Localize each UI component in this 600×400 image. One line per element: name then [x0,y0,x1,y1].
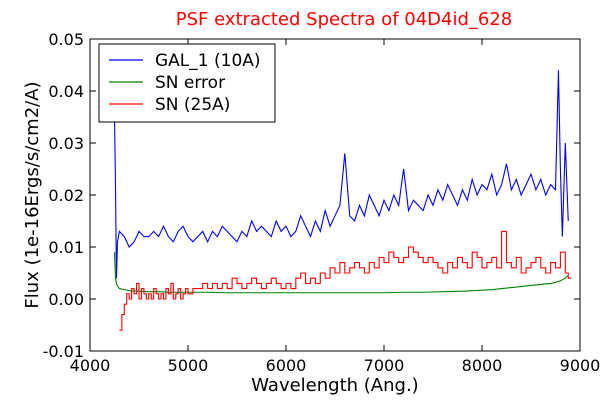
y-tick-label: 0.03 [48,134,84,153]
y-tick-label: 0.00 [48,290,84,309]
x-tick-label: 5000 [168,356,209,375]
x-tick-label: 6000 [266,356,307,375]
legend-label-2: SN (25A) [155,95,230,115]
x-tick-label: 8000 [462,356,503,375]
chart-title: PSF extracted Spectra of 04D4id_628 [176,9,513,30]
y-tick-label: 0.02 [48,186,84,205]
series-line-0 [113,70,569,279]
x-tick-label: 7000 [364,356,405,375]
y-tick-label: 0.05 [48,30,84,49]
x-tick-label: 4000 [70,356,111,375]
plot-area: 4000 5000 6000 7000 8000 9000 -0.01 0.00 0.01 0.0… [43,30,600,375]
legend-label-1: SN error [155,73,225,93]
series-line-1 [113,252,569,294]
legend-label-0: GAL_1 (10A) [155,51,261,71]
series-line-2 [119,230,572,331]
x-tick-label: 9000 [560,356,600,375]
y-axis-label: Flux (1e-16Ergs/s/cm2/A) [22,81,43,308]
y-tick-label: 0.01 [48,238,84,257]
y-tick-label: -0.01 [43,342,84,361]
x-axis-label: Wavelength (Ang.) [251,375,418,396]
y-tick-label: 0.04 [48,82,84,101]
legend-box [98,43,276,123]
series-group [113,70,572,331]
